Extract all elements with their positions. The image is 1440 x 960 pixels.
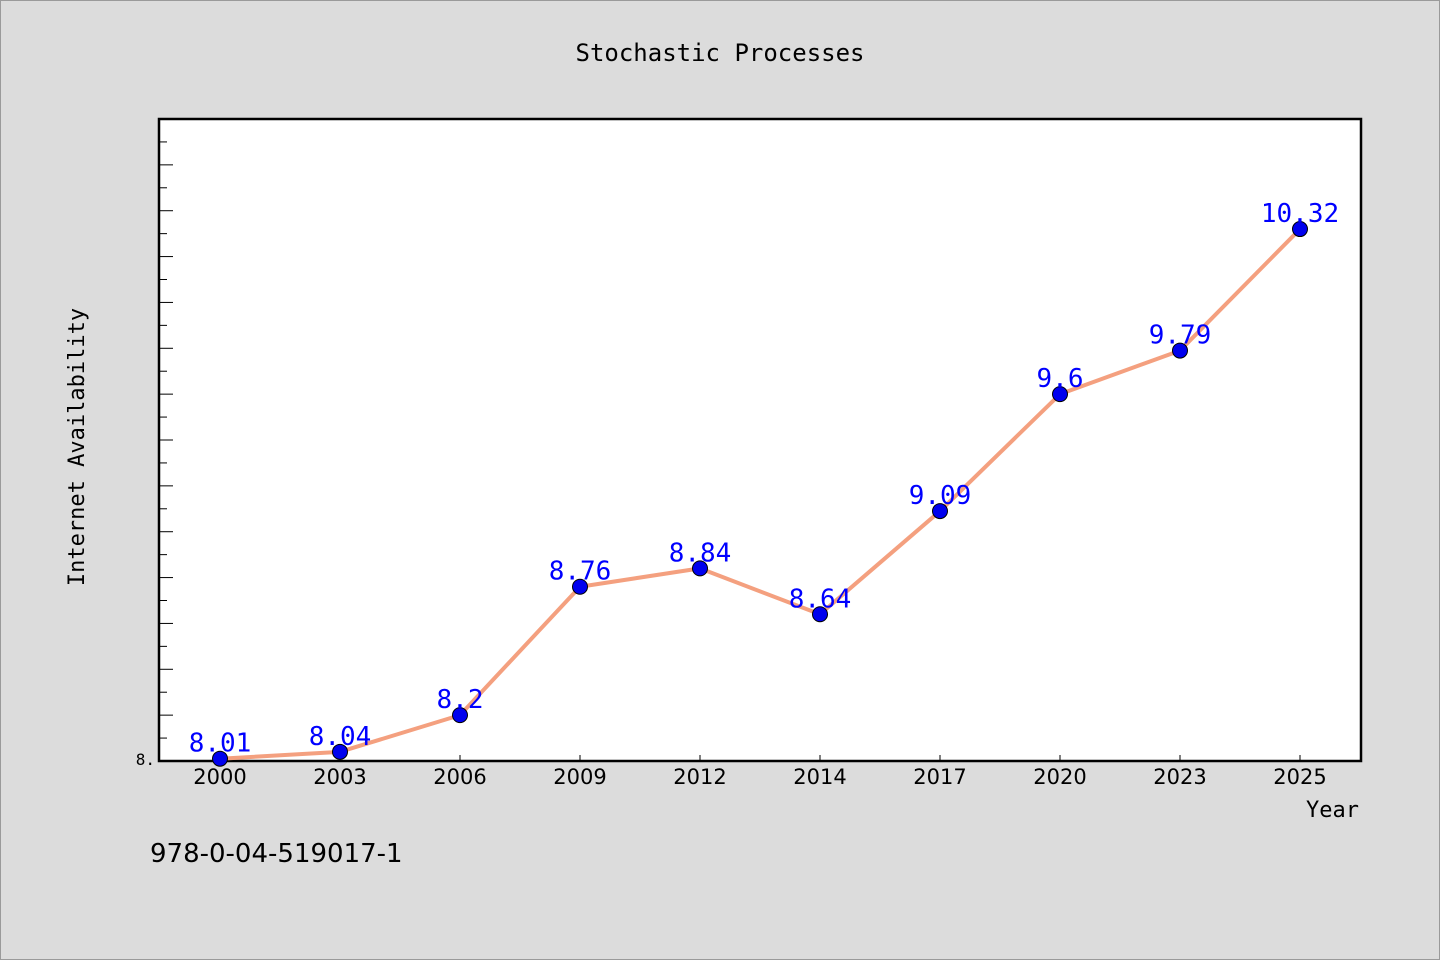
data-label: 9.6 <box>1037 364 1084 394</box>
chart-title: Stochastic Processes <box>576 39 865 67</box>
x-tick-label: 2023 <box>1153 765 1206 789</box>
data-point <box>1292 221 1308 238</box>
data-label: 8.76 <box>549 557 612 587</box>
data-label: 8.84 <box>669 538 732 568</box>
x-tick-label: 2003 <box>313 765 366 789</box>
isbn-text: 978-0-04-519017-1 <box>150 839 403 869</box>
y-axis-ticks <box>159 141 173 762</box>
data-point <box>1052 386 1068 403</box>
x-tick-label: 2020 <box>1033 765 1086 789</box>
x-tick-label: 2009 <box>553 765 606 789</box>
x-tick-label: 2014 <box>793 765 846 789</box>
data-label: 8.01 <box>189 729 252 759</box>
data-point <box>1172 342 1188 359</box>
plot-area <box>157 117 1363 763</box>
data-label: 9.09 <box>909 481 972 511</box>
data-label: 8.2 <box>437 685 484 715</box>
x-axis-ticks: 2000 2003 2006 2009 2012 2014 2017 2020 2023 2025 <box>193 755 1327 789</box>
x-tick-label: 2012 <box>673 765 726 789</box>
x-tick-label: 2025 <box>1273 765 1326 789</box>
x-axis-label: Year <box>1306 798 1359 823</box>
data-label: 10.32 <box>1261 199 1339 229</box>
data-label: 8.04 <box>309 722 372 752</box>
x-tick-label: 2017 <box>913 765 966 789</box>
data-point <box>812 606 828 623</box>
x-tick-label: 2000 <box>193 765 246 789</box>
data-point <box>932 503 948 520</box>
data-label: 9.79 <box>1149 321 1212 351</box>
y-tick-label: 8. <box>136 750 155 769</box>
data-point <box>212 750 228 767</box>
data-point <box>452 707 468 724</box>
series-line <box>218 227 1302 761</box>
data-point <box>692 560 708 577</box>
data-point <box>332 743 348 760</box>
data-label: 8.64 <box>789 584 852 614</box>
series-layer: 8.01 8.04 8.2 8.76 8.84 8.64 9.09 9.6 9.79 10.32 <box>189 199 1339 767</box>
data-point <box>572 578 588 595</box>
y-axis-label: Internet Availability <box>65 308 90 586</box>
x-tick-label: 2006 <box>433 765 486 789</box>
